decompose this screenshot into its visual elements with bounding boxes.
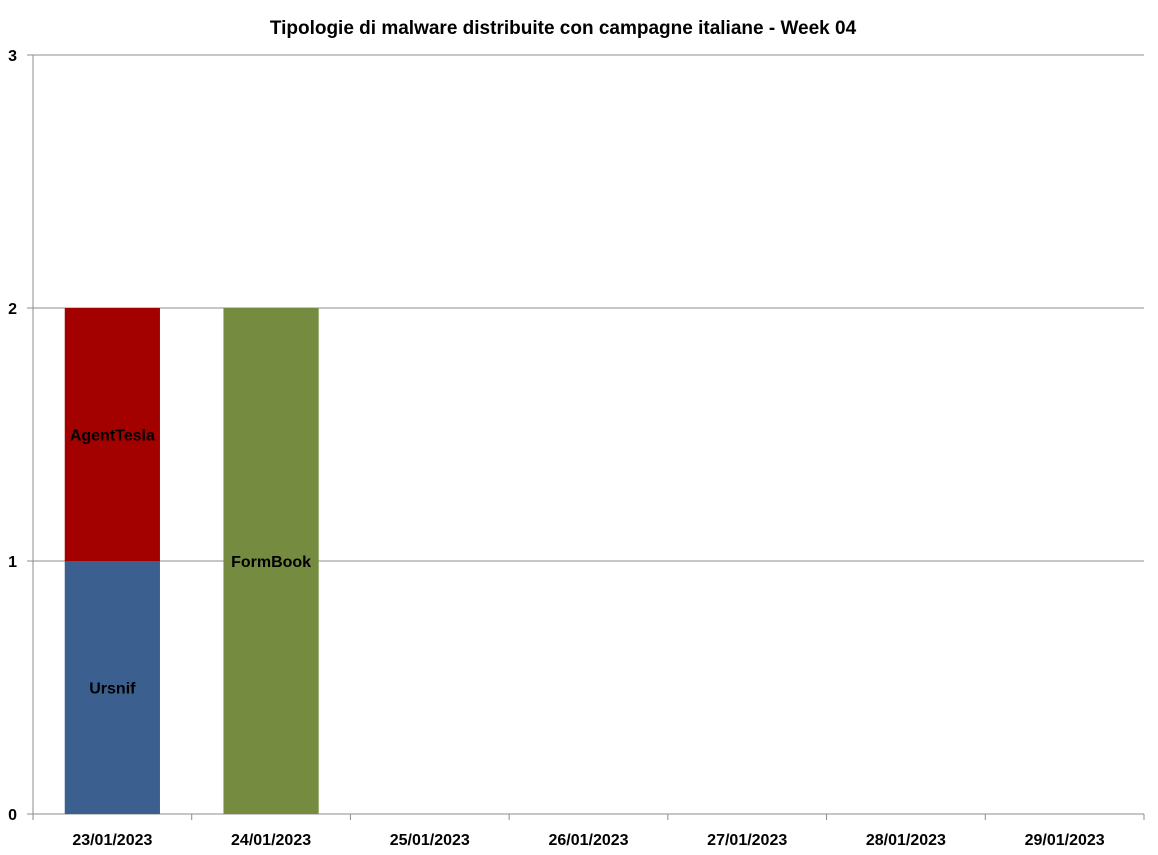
chart-title: Tipologie di malware distribuite con cam…	[270, 18, 857, 39]
bar-formbook-2	[223, 308, 319, 814]
axes: 0 1 2 3 23/01/2023 24/01/2023 25/01/2023 26/01/…	[8, 48, 1145, 849]
bar-ursnif-1	[64, 561, 160, 814]
x-tick-label: 25/01/2023	[390, 832, 470, 849]
y-tick-label: 0	[8, 807, 17, 824]
x-tick-label: 29/01/2023	[1025, 832, 1105, 849]
data-label-formbook: FormBook	[231, 554, 311, 571]
data-label-ursnif: Ursnif	[89, 681, 136, 698]
x-tick-label: 24/01/2023	[231, 832, 311, 849]
data-labels: Ursnif AgentTesla FormBook	[70, 428, 311, 698]
data-label-agenttesla: AgentTesla	[70, 428, 155, 445]
y-tick-label: 1	[8, 554, 17, 571]
x-tick-label: 26/01/2023	[548, 832, 628, 849]
x-tick-label: 28/01/2023	[866, 832, 946, 849]
y-tick-label: 2	[8, 301, 17, 318]
bar-agenttesla-1	[64, 308, 160, 561]
y-tick-label: 3	[8, 48, 17, 65]
x-tick-label: 23/01/2023	[72, 832, 152, 849]
bars	[64, 308, 319, 814]
x-tick-label: 27/01/2023	[707, 832, 787, 849]
gridlines	[33, 54, 1144, 562]
